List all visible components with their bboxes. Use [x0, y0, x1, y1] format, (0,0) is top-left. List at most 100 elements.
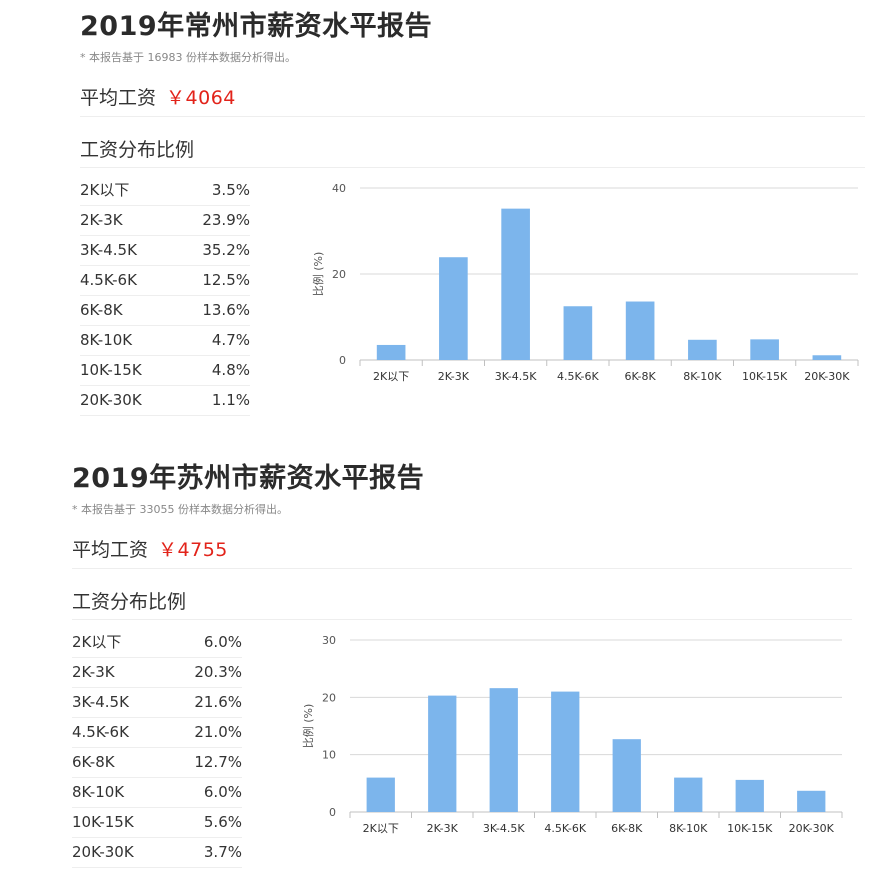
distribution-heading-row: 工资分布比例 — [72, 587, 852, 620]
table-cell-percent: 5.6% — [203, 813, 242, 831]
y-axis-label: 比例 (%) — [301, 704, 315, 749]
sample-note: * 本报告基于 16983 份样本数据分析得出。 — [80, 51, 296, 64]
table-cell-percent: 3.5% — [211, 181, 250, 199]
average-salary-row: 平均工资 ￥4755 — [72, 536, 852, 569]
salary-bar-chart: 0 10 20 30 比例 (%) 2K以下 2K-3K 3K-4.5K 4.5K-6K 6K-8… — [294, 628, 854, 863]
y-tick-label: 10 — [322, 749, 336, 762]
distribution-heading: 工资分布比例 — [80, 139, 195, 161]
table-row: 2K以下 3.5% — [80, 176, 250, 206]
x-tick-label: 20K-30K — [804, 370, 850, 383]
distribution-heading: 工资分布比例 — [72, 591, 187, 613]
bar — [439, 257, 468, 360]
report-changzhou: 2019年常州市薪资水平报告 * 本报告基于 16983 份样本数据分析得出。 … — [0, 0, 889, 436]
table-cell-percent: 23.9% — [202, 211, 250, 229]
table-cell-category: 2K-3K — [72, 663, 115, 681]
chart-svg: 0 20 40 比例 (%) 2K以下 2K-3K 3K-4.5K 4.5K-6K 6K-8K 8… — [311, 182, 859, 383]
table-row: 3K-4.5K 35.2% — [80, 236, 250, 266]
report-title: 2019年苏州市薪资水平报告 — [72, 463, 425, 494]
table-cell-percent: 4.8% — [211, 361, 250, 379]
average-salary-label: 平均工资 — [72, 539, 149, 561]
bar — [625, 301, 655, 360]
bar — [366, 777, 395, 812]
average-salary-label: 平均工资 — [80, 87, 157, 109]
average-salary-value: ￥4755 — [158, 539, 228, 561]
table-cell-percent: 3.7% — [203, 843, 242, 861]
table-cell-percent: 12.5% — [202, 271, 250, 289]
distribution-table: 2K以下 3.5% 2K-3K 23.9% 3K-4.5K 35.2% 4.5K-6K… — [80, 176, 250, 416]
average-salary-row: 平均工资 ￥4064 — [80, 84, 865, 117]
x-tick-label: 2K以下 — [363, 822, 399, 835]
table-row: 3K-4.5K 21.6% — [72, 688, 242, 718]
chart-svg: 0 10 20 30 比例 (%) 2K以下 2K-3K 3K-4.5K 4.5K-6K 6K-8… — [301, 634, 843, 835]
table-row: 2K-3K 23.9% — [80, 206, 250, 236]
x-tick-label: 20K-30K — [789, 822, 835, 835]
table-row: 2K-3K 20.3% — [72, 658, 242, 688]
salary-bar-chart: 0 20 40 比例 (%) 2K以下 2K-3K 3K-4.5K 4.5K-6K 6K-8K 8… — [302, 176, 866, 411]
distribution-heading-row: 工资分布比例 — [80, 135, 865, 168]
table-cell-percent: 21.0% — [194, 723, 242, 741]
average-salary-value: ￥4064 — [166, 87, 236, 109]
sample-note: * 本报告基于 33055 份样本数据分析得出。 — [72, 503, 288, 516]
x-tick-label: 10K-15K — [727, 822, 773, 835]
distribution-table: 2K以下 6.0% 2K-3K 20.3% 3K-4.5K 21.6% 4.5K-6K… — [72, 628, 242, 868]
table-row: 6K-8K 13.6% — [80, 296, 250, 326]
table-cell-category: 6K-8K — [72, 753, 115, 771]
x-tick-label: 6K-8K — [625, 370, 657, 383]
table-row: 8K-10K 4.7% — [80, 326, 250, 356]
table-cell-category: 2K以下 — [80, 181, 130, 199]
table-cell-percent: 35.2% — [202, 241, 250, 259]
y-tick-label: 0 — [339, 354, 346, 367]
table-cell-category: 8K-10K — [80, 331, 133, 349]
distribution-content: 2K以下 3.5% 2K-3K 23.9% 3K-4.5K 35.2% 4.5K-6K… — [80, 176, 865, 436]
table-row: 10K-15K 5.6% — [72, 808, 242, 838]
x-tick-label: 2K以下 — [373, 370, 409, 383]
x-tick-label: 3K-4.5K — [495, 370, 538, 383]
y-axis-label: 比例 (%) — [311, 252, 325, 297]
bar — [489, 688, 518, 812]
table-cell-category: 4.5K-6K — [72, 723, 129, 741]
bar — [750, 339, 779, 360]
bar — [674, 777, 703, 812]
x-tick-label: 2K-3K — [438, 370, 470, 383]
table-row: 8K-10K 6.0% — [72, 778, 242, 808]
bar — [551, 691, 580, 812]
table-cell-percent: 21.6% — [194, 693, 242, 711]
x-tick-label: 8K-10K — [683, 370, 722, 383]
x-tick-label: 2K-3K — [427, 822, 459, 835]
y-tick-label: 20 — [332, 268, 346, 281]
table-cell-category: 3K-4.5K — [72, 693, 129, 711]
table-cell-percent: 4.7% — [211, 331, 250, 349]
y-tick-label: 40 — [332, 182, 346, 195]
table-cell-category: 8K-10K — [72, 783, 125, 801]
table-cell-category: 4.5K-6K — [80, 271, 137, 289]
x-tick-label: 3K-4.5K — [483, 822, 526, 835]
bar — [501, 208, 530, 360]
bar — [797, 790, 826, 812]
table-cell-category: 2K-3K — [80, 211, 123, 229]
bar — [428, 695, 457, 812]
table-cell-category: 6K-8K — [80, 301, 123, 319]
bar — [812, 355, 842, 360]
report-suzhou: 2019年苏州市薪资水平报告 * 本报告基于 33055 份样本数据分析得出。 … — [0, 452, 889, 888]
report-title: 2019年常州市薪资水平报告 — [80, 11, 433, 42]
table-cell-percent: 13.6% — [202, 301, 250, 319]
table-cell-category: 2K以下 — [72, 633, 122, 651]
table-cell-category: 10K-15K — [80, 361, 142, 379]
x-tick-label: 4.5K-6K — [557, 370, 600, 383]
distribution-content: 2K以下 6.0% 2K-3K 20.3% 3K-4.5K 21.6% 4.5K-6K… — [72, 628, 852, 888]
table-row: 10K-15K 4.8% — [80, 356, 250, 386]
table-row: 20K-30K 3.7% — [72, 838, 242, 868]
table-cell-category: 3K-4.5K — [80, 241, 137, 259]
x-tick-label: 8K-10K — [669, 822, 708, 835]
x-tick-label: 6K-8K — [611, 822, 643, 835]
x-tick-label: 10K-15K — [742, 370, 788, 383]
y-tick-label: 0 — [329, 806, 336, 819]
table-row: 6K-8K 12.7% — [72, 748, 242, 778]
bar — [376, 344, 406, 360]
table-row: 20K-30K 1.1% — [80, 386, 250, 416]
table-cell-percent: 12.7% — [194, 753, 242, 771]
table-cell-category: 20K-30K — [80, 391, 142, 409]
table-row: 4.5K-6K 12.5% — [80, 266, 250, 296]
bar — [688, 339, 717, 360]
table-row: 2K以下 6.0% — [72, 628, 242, 658]
